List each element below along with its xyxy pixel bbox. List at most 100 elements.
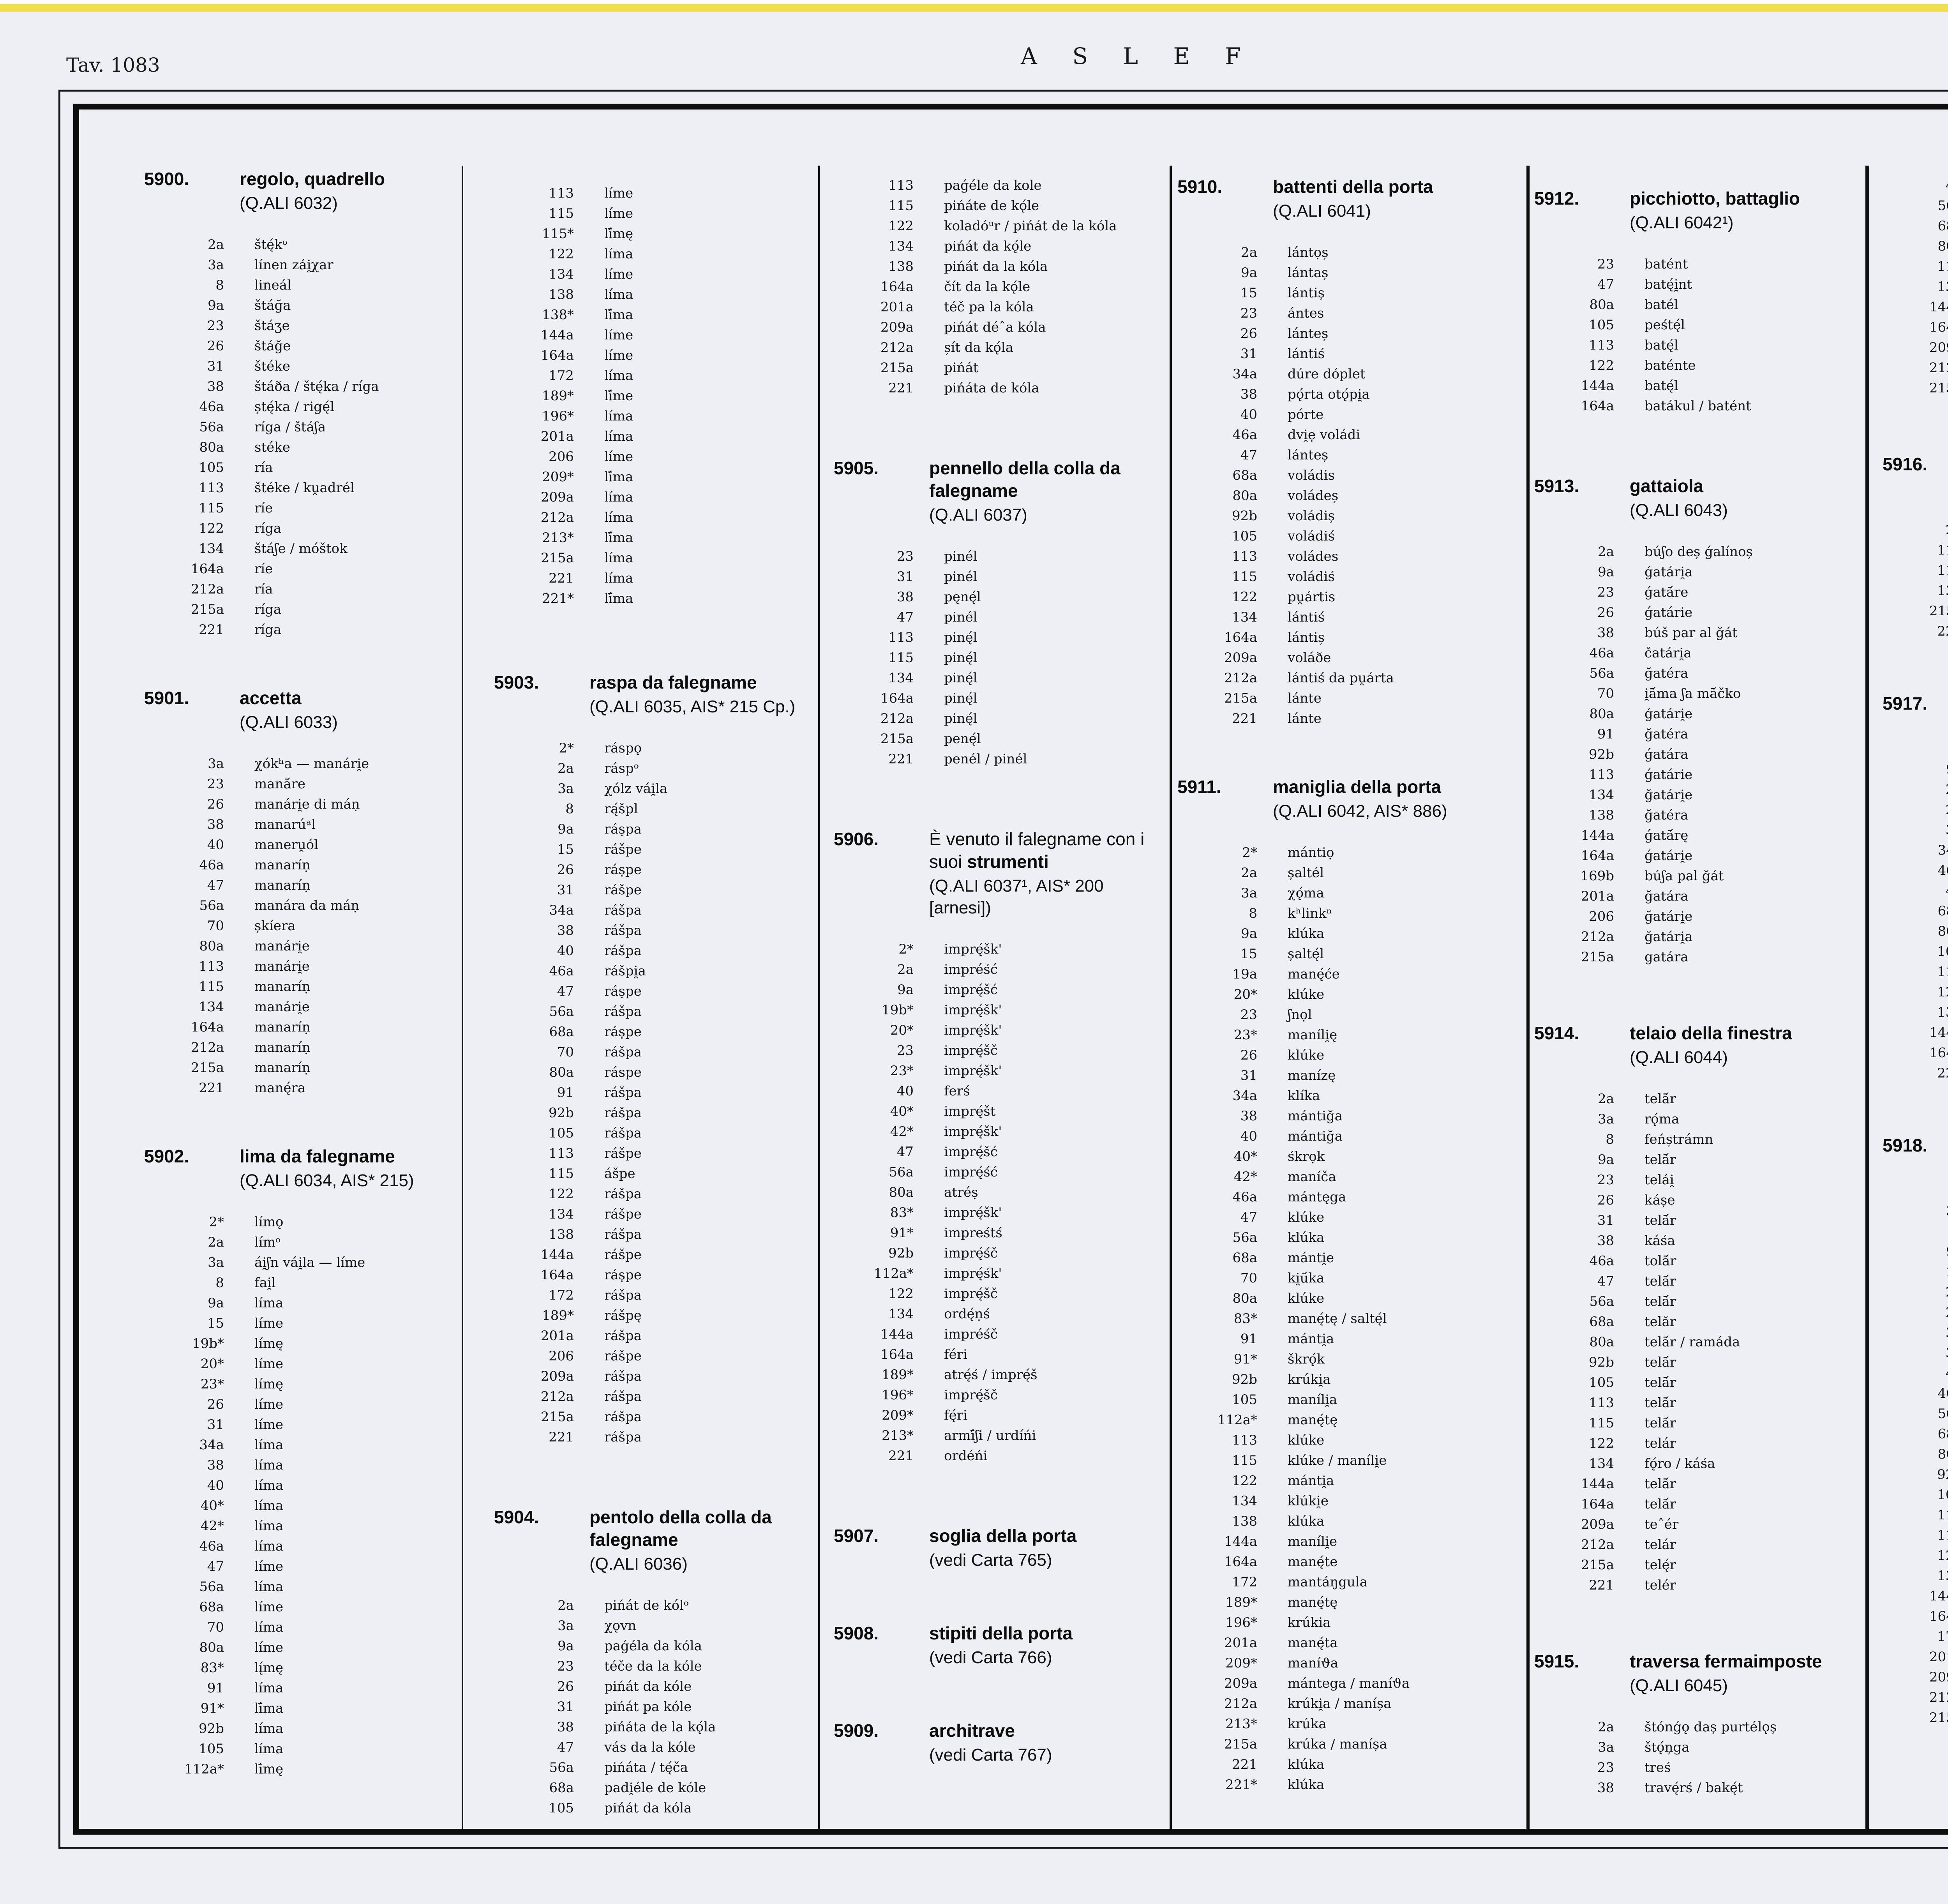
- entry-header: 5905. pennello della colla da falegname: [834, 457, 1164, 502]
- list-item: 26 ǵatárie: [1534, 602, 1861, 623]
- list-item: 20* imprę́šk': [834, 1020, 1164, 1040]
- locality-code: 134: [1232, 609, 1257, 625]
- locality-code: 80a: [1937, 1447, 1948, 1462]
- dialect-form: teˆér: [1645, 1517, 1679, 1532]
- list-item: 47 telā́r: [1534, 1271, 1861, 1291]
- dialect-form: manaríṇ: [254, 1040, 311, 1055]
- list-item: 134 ordę́ṇś: [834, 1304, 1164, 1324]
- dialect-form: telę́r: [1645, 1557, 1676, 1573]
- list-item: 172 líma: [494, 366, 812, 386]
- locality-code: 92b: [1588, 747, 1614, 762]
- list-item: 144a rášpe: [494, 1245, 812, 1265]
- dialect-form: pińáte de kǫ́le: [944, 198, 1039, 214]
- locality-code: 9a: [1598, 1152, 1614, 1167]
- locality-code: 113: [1937, 259, 1948, 274]
- locality-list: 3a χókʰa — manári̯e 23 manā́re 26 manári̯e di…: [144, 754, 458, 1098]
- dialect-form: mántęga: [1288, 1189, 1346, 1205]
- list-item: 215a rášpa: [494, 1407, 812, 1427]
- list-item: 113léņ par fermá i śkū́rś: [1883, 256, 1948, 277]
- locality-list: 2a štę́kᵒ 3a línen zái̯χar 8 lineál 9a štáğa 23 š…: [144, 235, 458, 640]
- dialect-form: rášpa: [604, 1288, 642, 1303]
- list-item: 212a telár: [1534, 1535, 1861, 1555]
- list-item: 105śaltę́l: [1883, 1485, 1948, 1505]
- list-item: 83* imprę́šk': [834, 1203, 1164, 1223]
- column-separator-1: [462, 166, 463, 1833]
- entry-header: 5911. maniglia della porta: [1177, 775, 1520, 798]
- dialect-form: líma: [254, 1538, 284, 1554]
- locality-code: 70: [207, 918, 224, 934]
- dialect-form: krúka / maníșa: [1288, 1736, 1387, 1752]
- entry-5911: 5911. maniglia della porta (Q.ALI 6042, AI…: [1177, 775, 1520, 1795]
- locality-code: 91*: [1233, 1351, 1257, 1367]
- dialect-form: štáğe: [254, 338, 291, 354]
- locality-code: 2a: [897, 962, 914, 977]
- dialect-form: rášpa: [604, 1409, 642, 1425]
- dialect-form: ráṣpa: [604, 821, 642, 837]
- dialect-form: líma: [254, 1437, 284, 1453]
- dialect-form: klúke: [1288, 1291, 1325, 1306]
- locality-code: 68a: [1232, 468, 1257, 483]
- list-item: 92b telā́r: [1534, 1352, 1861, 1372]
- dialect-form: líme: [604, 206, 633, 221]
- list-item: 2a štę́kᵒ: [144, 235, 458, 255]
- entry-title: architrave: [929, 1719, 1164, 1742]
- locality-code: 221: [1232, 711, 1257, 726]
- list-item: 56atreș: [1883, 196, 1948, 216]
- entry-number: 5905.: [834, 458, 879, 478]
- list-item: 56a ríga / štáʃa: [144, 417, 458, 437]
- entry-title: È venuto il falegname con i suoi strumen…: [929, 828, 1164, 873]
- locality-code: 189*: [882, 1367, 914, 1383]
- list-item: 31 pińát pa kóle: [494, 1697, 812, 1717]
- list-item: 26 klúke: [1177, 1045, 1520, 1065]
- dialect-form: impreśtś: [944, 1225, 1002, 1241]
- locality-code: 9a: [1241, 265, 1257, 281]
- locality-code: 9a: [208, 298, 224, 313]
- dialect-form: padi̯éle de kóle: [604, 1780, 706, 1796]
- locality-code: 46a: [199, 399, 224, 415]
- list-item: 164a manę́te: [1177, 1552, 1520, 1572]
- list-item: 113 štéke / ku̯adrél: [144, 478, 458, 498]
- list-item: 206 rášpe: [494, 1346, 812, 1366]
- dialect-form: manaríṇ: [254, 857, 311, 873]
- dialect-form: ǵatā́re: [1645, 585, 1689, 600]
- dialect-form: imprę́šč: [944, 1286, 998, 1302]
- locality-code: 206: [549, 1348, 574, 1364]
- list-item: 112a* imprę́śk': [834, 1263, 1164, 1284]
- entry-header: 5902. lima da falegname: [144, 1145, 458, 1167]
- dialect-form: ğatári̯e: [1645, 787, 1693, 803]
- list-item: 122 rášpa: [494, 1184, 812, 1204]
- locality-code: 42*: [890, 1124, 914, 1139]
- column-separator-4: [1526, 166, 1530, 1833]
- list-item: 40 pórte: [1177, 404, 1520, 425]
- locality-code: 56a: [1589, 1294, 1614, 1309]
- locality-code: 221*: [1225, 1777, 1257, 1793]
- list-item: 9a ráṣpa: [494, 819, 812, 839]
- list-item: 68aʃbrísul: [1883, 1424, 1948, 1444]
- dialect-form: telā́r: [1645, 1415, 1676, 1431]
- locality-code: 68a: [1937, 1426, 1948, 1442]
- dialect-form: χólz vái̯la: [604, 781, 668, 797]
- dialect-form: telér: [1645, 1577, 1676, 1593]
- list-item: 34aśkúrečić: [1883, 840, 1948, 860]
- entry-title-bold: traversa fermaimposte: [1630, 1651, 1822, 1671]
- list-item: 215a krúka / maníșa: [1177, 1734, 1520, 1754]
- locality-code: 221: [1232, 1757, 1257, 1772]
- dialect-form: telā́r: [1645, 1395, 1676, 1411]
- list-item: 80aʃbrísul: [1883, 1444, 1948, 1464]
- locality-code: 40: [207, 837, 224, 853]
- list-item: 92b rášpa: [494, 1103, 812, 1123]
- locality-code: 164a: [880, 691, 914, 706]
- locality-code: 23: [1597, 1172, 1614, 1188]
- list-item: 172típite: [1883, 1627, 1948, 1647]
- dialect-form: imprę́št: [944, 1104, 996, 1119]
- locality-code: 38: [1597, 1780, 1614, 1796]
- column-6: 40kantinę́la56atreș68atraversánć80atreș1…: [1883, 168, 1948, 1728]
- locality-code: 38: [1240, 387, 1257, 402]
- locality-code: 105: [199, 460, 224, 475]
- locality-code: 122: [1589, 358, 1614, 373]
- top-edge-yellow-strip: [0, 4, 1948, 12]
- dialect-form: manári̯e: [254, 959, 310, 974]
- dialect-form: klúka: [1288, 1514, 1325, 1529]
- entry-reference: (Q.ALI 6045): [1630, 1676, 1728, 1695]
- dialect-form: klúke: [1288, 987, 1325, 1002]
